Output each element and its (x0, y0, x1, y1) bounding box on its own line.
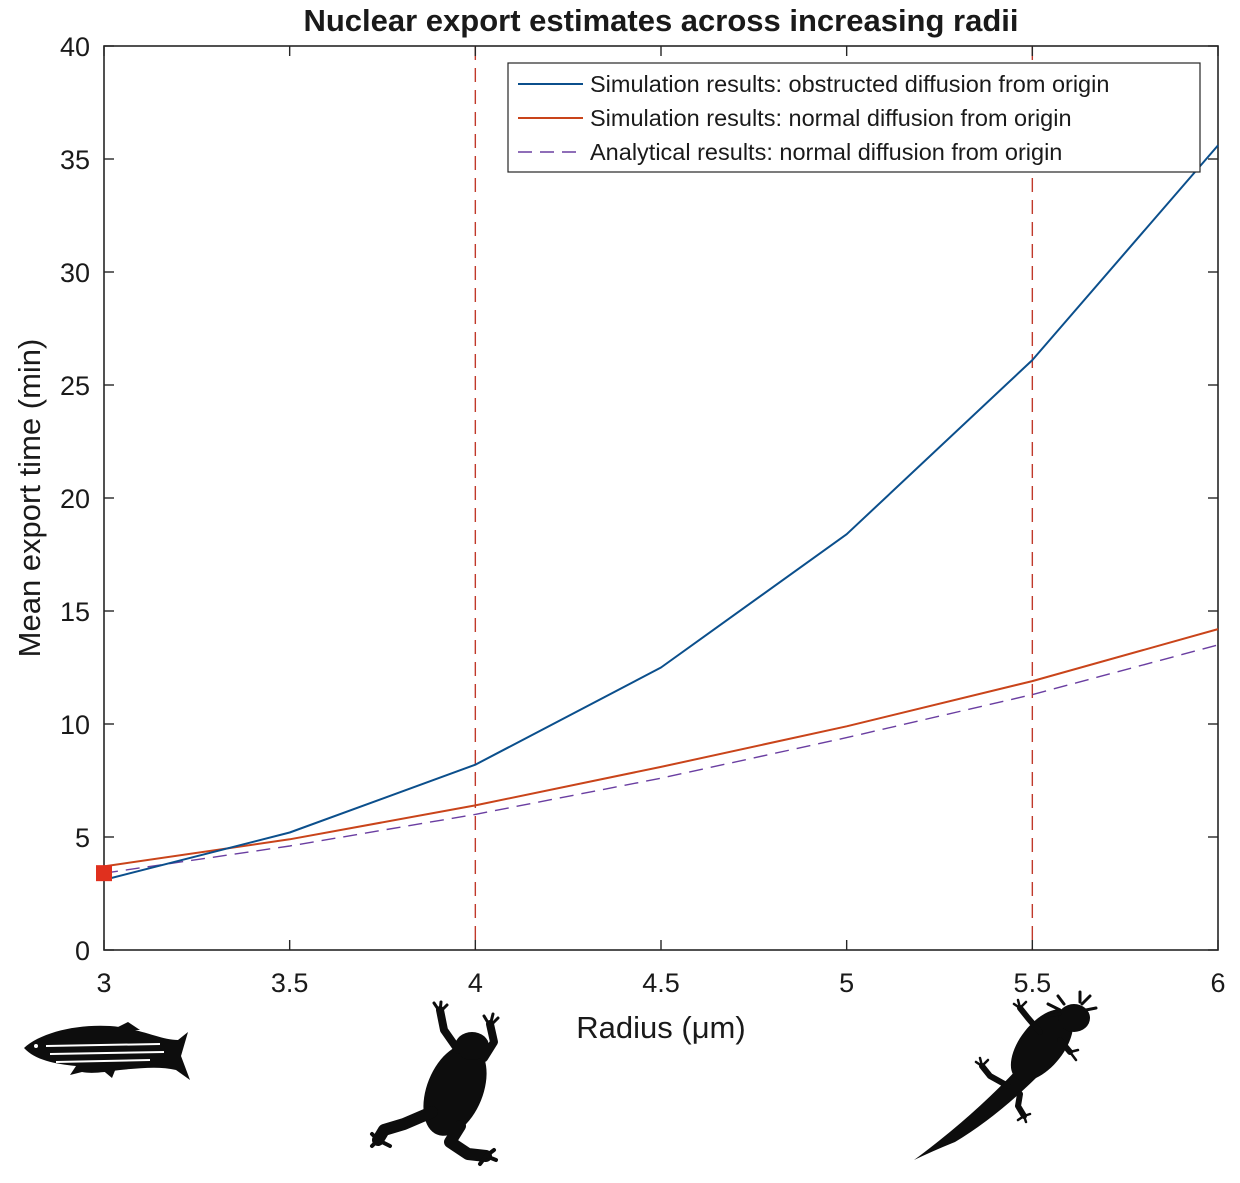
frog-silhouette (370, 1000, 500, 1166)
series-line-1 (103, 144, 1219, 881)
y-tick-label: 15 (60, 597, 90, 627)
legend-label-1: Simulation results: obstructed diffusion… (590, 71, 1109, 97)
legend-box (507, 62, 1201, 173)
y-tick-label: 20 (60, 484, 90, 514)
x-tick-label: 5.5 (1014, 968, 1052, 998)
y-tick-label: 30 (60, 258, 90, 288)
plot-area (103, 45, 1219, 951)
x-tick-label: 5 (839, 968, 854, 998)
y-tick-label: 10 (60, 710, 90, 740)
series-line-3 (103, 644, 1219, 874)
x-tick-label: 3 (96, 968, 111, 998)
y-axis-label: Mean export time (min) (12, 339, 47, 658)
x-axis-label: Radius (μm) (576, 1010, 745, 1045)
legend-label-3: Analytical results: normal diffusion fro… (590, 139, 1062, 165)
reference-lines (474, 46, 1034, 950)
series-line-2 (103, 628, 1219, 868)
y-tick-label: 25 (60, 371, 90, 401)
legend-label-2: Simulation results: normal diffusion fro… (590, 105, 1072, 131)
x-tick-label: 4.5 (642, 968, 680, 998)
legend: Simulation results: obstructed diffusion… (507, 62, 1201, 173)
y-tick-label: 40 (60, 32, 90, 62)
chart-title: Nuclear export estimates across increasi… (303, 3, 1018, 38)
axolotl-silhouette (914, 990, 1098, 1160)
series-lines (103, 144, 1219, 881)
x-tick-label: 3.5 (271, 968, 309, 998)
x-tick-label: 4 (468, 968, 483, 998)
axis-ticks: 3 3.5 4 4.5 5 5.5 6 0 5 10 15 20 25 30 35 40 (60, 32, 1226, 998)
y-tick-label: 35 (60, 145, 90, 175)
data-markers (96, 865, 112, 882)
y-tick-label: 5 (75, 823, 90, 853)
data-marker-1 (96, 865, 112, 882)
x-tick-label: 6 (1210, 968, 1225, 998)
y-tick-label: 0 (75, 936, 90, 966)
zebrafish-silhouette (24, 1022, 190, 1080)
